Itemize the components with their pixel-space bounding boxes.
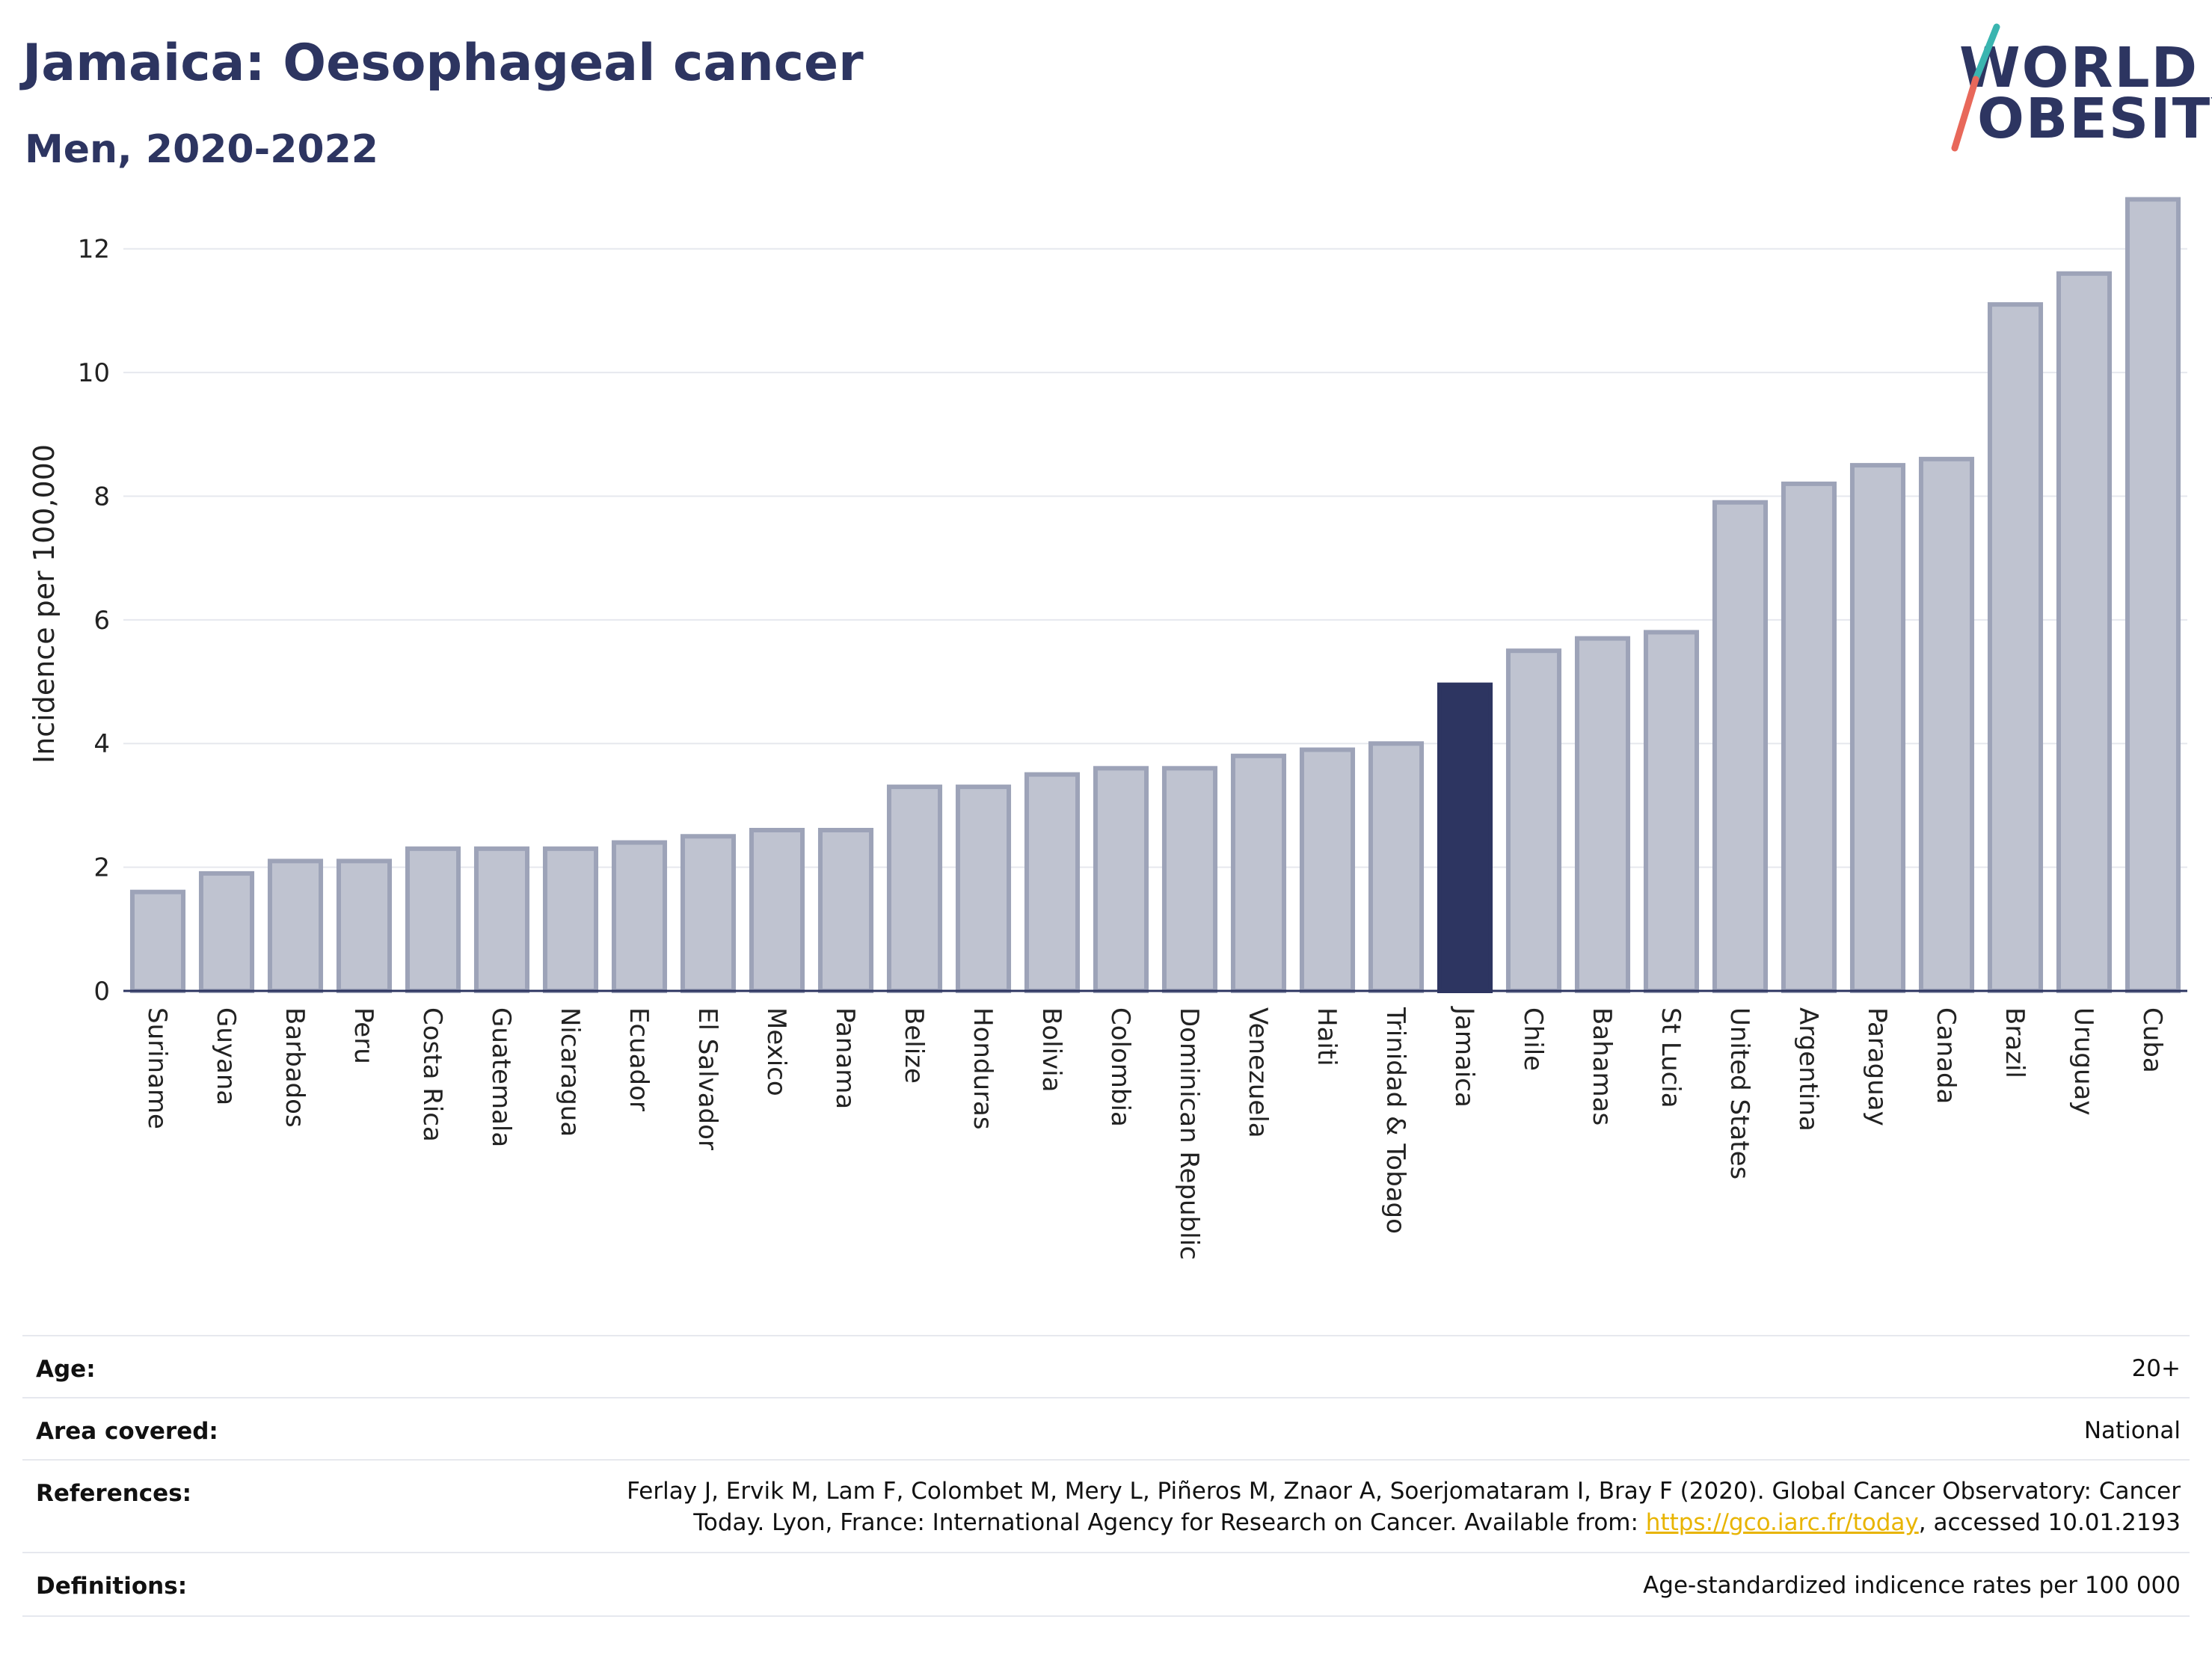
y-axis-title: Incidence per 100,000 xyxy=(28,444,61,764)
x-tick-label: Paraguay xyxy=(1862,1007,1892,1126)
bar[interactable] xyxy=(1712,500,1769,993)
bar[interactable] xyxy=(1505,648,1562,993)
bar[interactable] xyxy=(1643,630,1700,994)
meta-row-definitions: Definitions: Age-standardized indicence … xyxy=(22,1552,2190,1617)
references-line1: Ferlay J, Ervik M, Lam F, Colombet M, Me… xyxy=(627,1478,2181,1505)
meta-references-label: References: xyxy=(36,1480,192,1507)
bar[interactable] xyxy=(2125,197,2181,993)
bar[interactable] xyxy=(1024,772,1081,993)
x-tick-label: Costa Rica xyxy=(417,1007,447,1142)
world-obesity-logo: WORLD OBESITY xyxy=(1944,21,2212,163)
y-tick-label: 10 xyxy=(78,358,110,388)
y-tick-label: 4 xyxy=(93,729,110,759)
bar[interactable] xyxy=(680,834,737,994)
logo-slash-icon xyxy=(1951,23,2000,152)
x-tick-label: Chile xyxy=(1518,1007,1548,1071)
x-tick-label: Barbados xyxy=(280,1007,310,1128)
bar[interactable] xyxy=(1987,302,2044,994)
x-tick-label: Belize xyxy=(899,1007,929,1084)
x-tick-label: Jamaica xyxy=(1449,1006,1479,1108)
references-line2-pre: Today. Lyon, France: International Agenc… xyxy=(693,1509,1646,1536)
references-line2: Today. Lyon, France: International Agenc… xyxy=(627,1507,2181,1538)
bar[interactable] xyxy=(1574,636,1631,994)
bar[interactable] xyxy=(1230,753,1287,993)
y-tick-label: 2 xyxy=(93,853,110,883)
bar[interactable] xyxy=(1918,456,1975,993)
bar[interactable] xyxy=(955,784,1012,993)
bar[interactable] xyxy=(1368,741,1425,993)
bar[interactable] xyxy=(1161,766,1218,994)
bar[interactable] xyxy=(886,784,943,993)
bar[interactable] xyxy=(1437,682,1493,994)
bar[interactable] xyxy=(1093,766,1149,994)
x-tick-label: Haiti xyxy=(1312,1007,1342,1066)
x-tick-label: Mexico xyxy=(761,1007,791,1096)
x-tick-label: Trinidad & Tobago xyxy=(1380,1007,1410,1234)
x-tick-label: Panama xyxy=(830,1007,860,1109)
meta-age-label: Age: xyxy=(36,1356,96,1383)
bar[interactable] xyxy=(198,871,255,994)
meta-area-value: National xyxy=(2083,1417,2181,1444)
bar[interactable] xyxy=(129,889,186,993)
meta-age-value: 20+ xyxy=(2131,1355,2181,1382)
page-title: Jamaica: Oesophageal cancer xyxy=(22,34,864,93)
x-tick-label: Suriname xyxy=(142,1007,172,1129)
y-tick-label: 6 xyxy=(93,606,110,636)
bar-chart: 0 2 4 6 8 10 12 Incidence per 100,000 Suriname Gu… xyxy=(28,197,2187,1260)
meta-row-age: Age: 20+ xyxy=(22,1335,2190,1398)
meta-definitions-value: Age-standardized indicence rates per 100… xyxy=(1643,1572,2181,1599)
meta-row-references: References: Ferlay J, Ervik M, Lam F, Co… xyxy=(22,1459,2190,1553)
x-tick-label: Peru xyxy=(348,1007,378,1064)
bar[interactable] xyxy=(405,846,461,994)
meta-area-label: Area covered: xyxy=(36,1418,218,1445)
x-tick-label: Bahamas xyxy=(1587,1007,1617,1126)
x-tick-label: Canada xyxy=(1931,1007,1961,1104)
x-tick-label: Bolivia xyxy=(1036,1007,1066,1092)
x-tick-label: Colombia xyxy=(1105,1007,1135,1127)
x-tick-label: El Salvador xyxy=(692,1007,722,1150)
meta-row-area: Area covered: National xyxy=(22,1397,2190,1461)
x-tick-label: Cuba xyxy=(2137,1007,2167,1073)
meta-references-value: Ferlay J, Ervik M, Lam F, Colombet M, Me… xyxy=(627,1476,2181,1538)
y-tick-label: 0 xyxy=(93,977,110,1007)
bar[interactable] xyxy=(1299,747,1356,993)
x-tick-label: Ecuador xyxy=(624,1007,654,1111)
x-tick-label: St Lucia xyxy=(1656,1007,1686,1108)
references-line2-post: , accessed 10.01.2193 xyxy=(1918,1509,2181,1536)
x-tick-label: United States xyxy=(1724,1007,1754,1179)
bar[interactable] xyxy=(817,828,874,993)
meta-definitions-label: Definitions: xyxy=(36,1573,188,1600)
x-tick-label: Guatemala xyxy=(486,1007,516,1147)
bar[interactable] xyxy=(267,859,324,994)
bar[interactable] xyxy=(611,840,668,993)
bar[interactable] xyxy=(1781,481,1837,993)
bar[interactable] xyxy=(2056,271,2113,993)
x-tick-label: Argentina xyxy=(1793,1007,1823,1132)
bar[interactable] xyxy=(749,828,805,993)
page-subtitle: Men, 2020-2022 xyxy=(25,127,378,172)
x-tick-label: Honduras xyxy=(968,1007,998,1130)
bar[interactable] xyxy=(542,846,599,994)
references-link[interactable]: https://gco.iarc.fr/today xyxy=(1645,1509,1919,1536)
x-tick-label: Venezuela xyxy=(1243,1007,1273,1138)
y-tick-label: 8 xyxy=(93,482,110,512)
logo-line2: OBESITY xyxy=(1977,87,2212,151)
bar[interactable] xyxy=(1849,463,1906,993)
x-tick-label: Dominican Republic xyxy=(1174,1007,1204,1260)
logo-line1: WORLD xyxy=(1959,36,2199,100)
bar[interactable] xyxy=(336,859,393,994)
x-tick-label: Uruguay xyxy=(2068,1007,2098,1116)
x-tick-label: Brazil xyxy=(2000,1007,2030,1078)
y-tick-label: 12 xyxy=(78,235,110,265)
x-tick-label: Nicaragua xyxy=(555,1007,585,1137)
bar[interactable] xyxy=(473,846,530,994)
x-tick-label: Guyana xyxy=(211,1007,241,1105)
